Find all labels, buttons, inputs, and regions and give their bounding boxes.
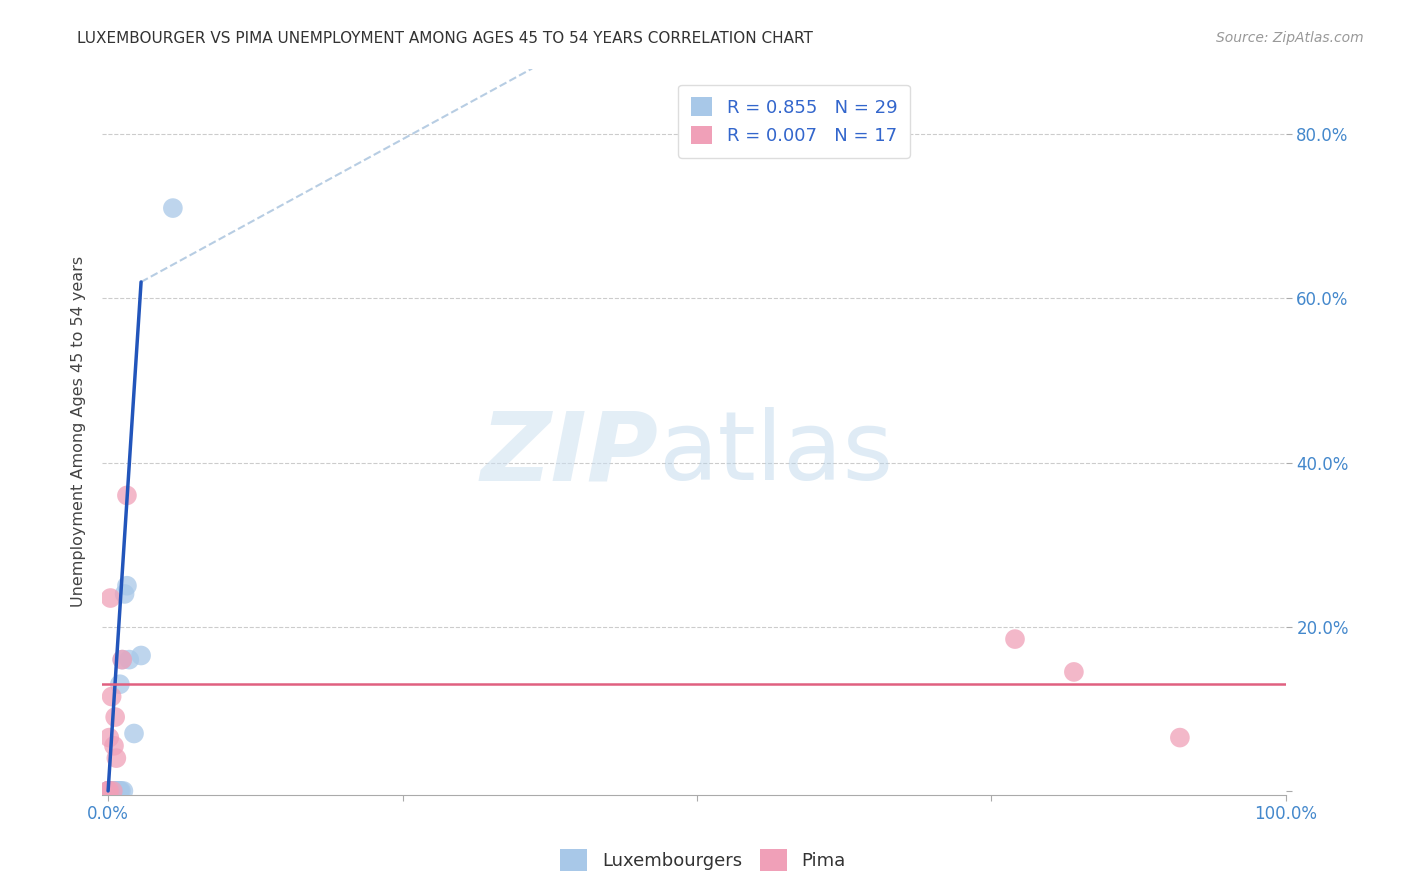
Point xyxy=(122,726,145,740)
Legend: R = 0.855   N = 29, R = 0.007   N = 17: R = 0.855 N = 29, R = 0.007 N = 17 xyxy=(678,85,910,158)
Point xyxy=(97,784,120,798)
Point xyxy=(107,784,129,798)
Point xyxy=(98,731,121,745)
Text: Source: ZipAtlas.com: Source: ZipAtlas.com xyxy=(1216,31,1364,45)
Point xyxy=(115,488,138,502)
Point xyxy=(97,784,120,798)
Point xyxy=(104,710,127,724)
Point xyxy=(104,784,127,798)
Point xyxy=(129,648,152,663)
Point xyxy=(108,784,131,798)
Point xyxy=(101,784,124,798)
Point xyxy=(105,784,128,798)
Point xyxy=(112,784,135,798)
Point xyxy=(97,784,120,798)
Text: LUXEMBOURGER VS PIMA UNEMPLOYMENT AMONG AGES 45 TO 54 YEARS CORRELATION CHART: LUXEMBOURGER VS PIMA UNEMPLOYMENT AMONG … xyxy=(77,31,813,46)
Point xyxy=(97,784,120,798)
Point xyxy=(97,784,120,798)
Point xyxy=(110,784,132,798)
Point xyxy=(1168,731,1191,745)
Point xyxy=(101,784,124,798)
Point xyxy=(97,784,120,798)
Point xyxy=(114,587,136,601)
Point xyxy=(108,677,131,691)
Point xyxy=(1004,632,1026,646)
Point xyxy=(100,784,122,798)
Point xyxy=(111,652,134,666)
Point xyxy=(101,784,124,798)
Y-axis label: Unemployment Among Ages 45 to 54 years: Unemployment Among Ages 45 to 54 years xyxy=(72,256,86,607)
Point xyxy=(103,739,125,753)
Point xyxy=(100,690,122,704)
Point xyxy=(115,579,138,593)
Point xyxy=(107,784,129,798)
Point xyxy=(98,784,121,798)
Point xyxy=(111,652,134,666)
Point xyxy=(103,784,125,798)
Point xyxy=(105,751,128,765)
Point xyxy=(100,591,122,605)
Point xyxy=(1063,665,1085,679)
Legend: Luxembourgers, Pima: Luxembourgers, Pima xyxy=(553,842,853,879)
Text: ZIP: ZIP xyxy=(481,407,658,500)
Point xyxy=(162,201,184,215)
Point xyxy=(103,784,125,798)
Point xyxy=(104,784,127,798)
Point xyxy=(107,784,129,798)
Point xyxy=(97,784,120,798)
Point xyxy=(97,784,120,798)
Point xyxy=(118,652,141,666)
Point xyxy=(101,784,124,798)
Point xyxy=(100,784,122,798)
Point xyxy=(107,784,129,798)
Text: atlas: atlas xyxy=(658,407,894,500)
